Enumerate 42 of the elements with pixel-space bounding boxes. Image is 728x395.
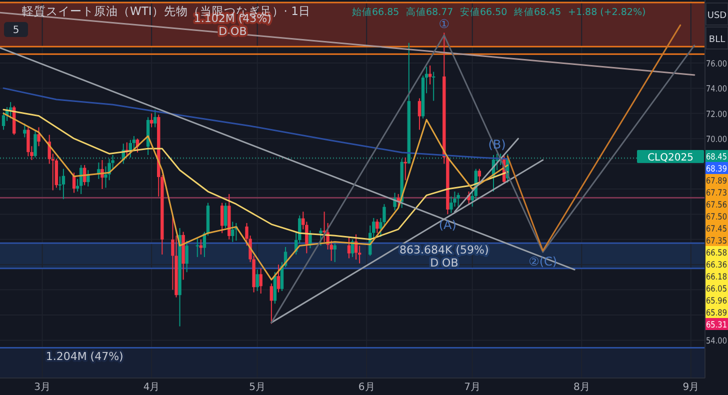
annotation: 安値66.50 — [460, 6, 508, 18]
text: 67.73 — [706, 188, 728, 198]
x-tick-label: 6月 — [358, 382, 375, 393]
band-label: 863.684K (59%) D OB — [400, 243, 489, 270]
x-tick-label: 7月 — [464, 382, 481, 393]
text: BLL — [708, 35, 726, 45]
annotation: (B) — [488, 138, 506, 152]
annotation: 始値66.85 — [352, 6, 400, 18]
y-tick-label: 72.00 — [706, 110, 728, 120]
text: 67.56 — [706, 200, 728, 210]
text: 68.45 — [706, 152, 728, 162]
annotation: 高値68.77 — [406, 6, 454, 18]
annotation: 5 — [12, 25, 20, 36]
annotation: ②(C) — [528, 254, 558, 269]
annotation: (A) — [438, 218, 456, 232]
annotation: +1.88 (+2.82%) — [568, 7, 646, 18]
text: 68.39 — [706, 164, 728, 174]
annotation: 終値68.45 — [513, 6, 562, 18]
annotation: ① — [438, 16, 450, 31]
x-tick-label: 4月 — [143, 382, 160, 393]
text: 67.35 — [706, 236, 728, 246]
x-tick-label: 9月 — [682, 382, 700, 393]
text: 67.45 — [706, 224, 728, 234]
text: 65.89 — [706, 308, 728, 318]
y-tick-label: 74.00 — [706, 84, 728, 95]
x-tick-label: 3月 — [34, 382, 50, 393]
y-tick-label: 70.00 — [706, 135, 728, 146]
text: 66.05 — [706, 284, 728, 294]
band-label: 1.204M (47%) — [46, 350, 124, 363]
annotation: CLQ2025 — [648, 152, 694, 164]
text: 66.58 — [706, 248, 728, 258]
y-tick-label: 76.00 — [706, 60, 728, 70]
text: 65.96 — [706, 296, 728, 306]
x-tick-label: 5月 — [249, 382, 266, 393]
text: 67.50 — [706, 212, 728, 222]
text: 66.18 — [706, 272, 728, 282]
y-tick-label: 54.00 — [706, 336, 728, 347]
text: USD — [707, 11, 727, 21]
text: 65.31 — [706, 320, 728, 330]
text: 67.89 — [706, 176, 728, 186]
x-tick-label: 8月 — [573, 382, 590, 393]
text: 66.36 — [706, 260, 728, 270]
